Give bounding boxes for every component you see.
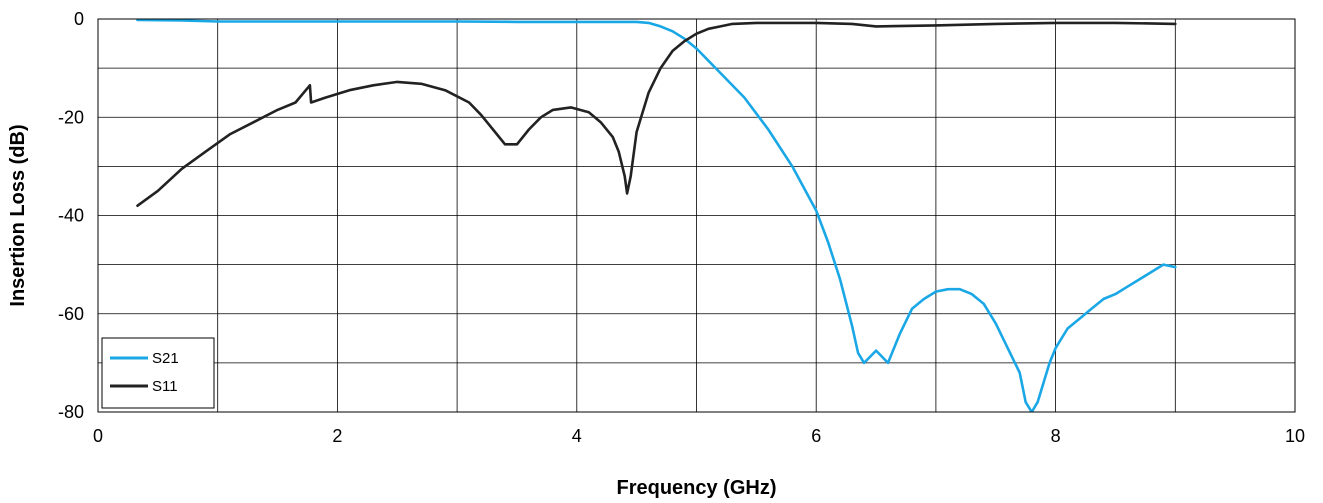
legend-box [101, 337, 215, 409]
grid [98, 19, 1295, 412]
y-tick-label: -60 [58, 304, 84, 324]
series-line-s11 [136, 21, 1177, 207]
x-tick-label: 2 [332, 426, 342, 446]
x-tick-labels: 0 2 4 6 8 10 [93, 426, 1305, 446]
y-tick-label: -40 [58, 206, 84, 226]
x-tick-label: 4 [572, 426, 582, 446]
y-tick-label: -80 [58, 402, 84, 422]
y-tick-label: -20 [58, 107, 84, 127]
y-tick-labels: 0 -20 -40 -60 -80 [58, 9, 84, 422]
x-tick-label: 0 [93, 426, 103, 446]
y-axis-title: Insertion Loss (dB) [7, 124, 29, 306]
series-lines [136, 19, 1177, 412]
x-tick-label: 10 [1285, 426, 1305, 446]
y-tick-label: 0 [74, 9, 84, 29]
legend-label-s21: S21 [152, 350, 179, 367]
series-line-s21 [136, 19, 1177, 412]
x-axis-title: Frequency (GHz) [616, 477, 776, 499]
legend: S21 S11 [101, 337, 215, 409]
plot-border [97, 18, 1296, 413]
x-tick-label: 6 [811, 426, 821, 446]
x-tick-label: 8 [1051, 426, 1061, 446]
legend-label-s11: S11 [152, 378, 178, 395]
